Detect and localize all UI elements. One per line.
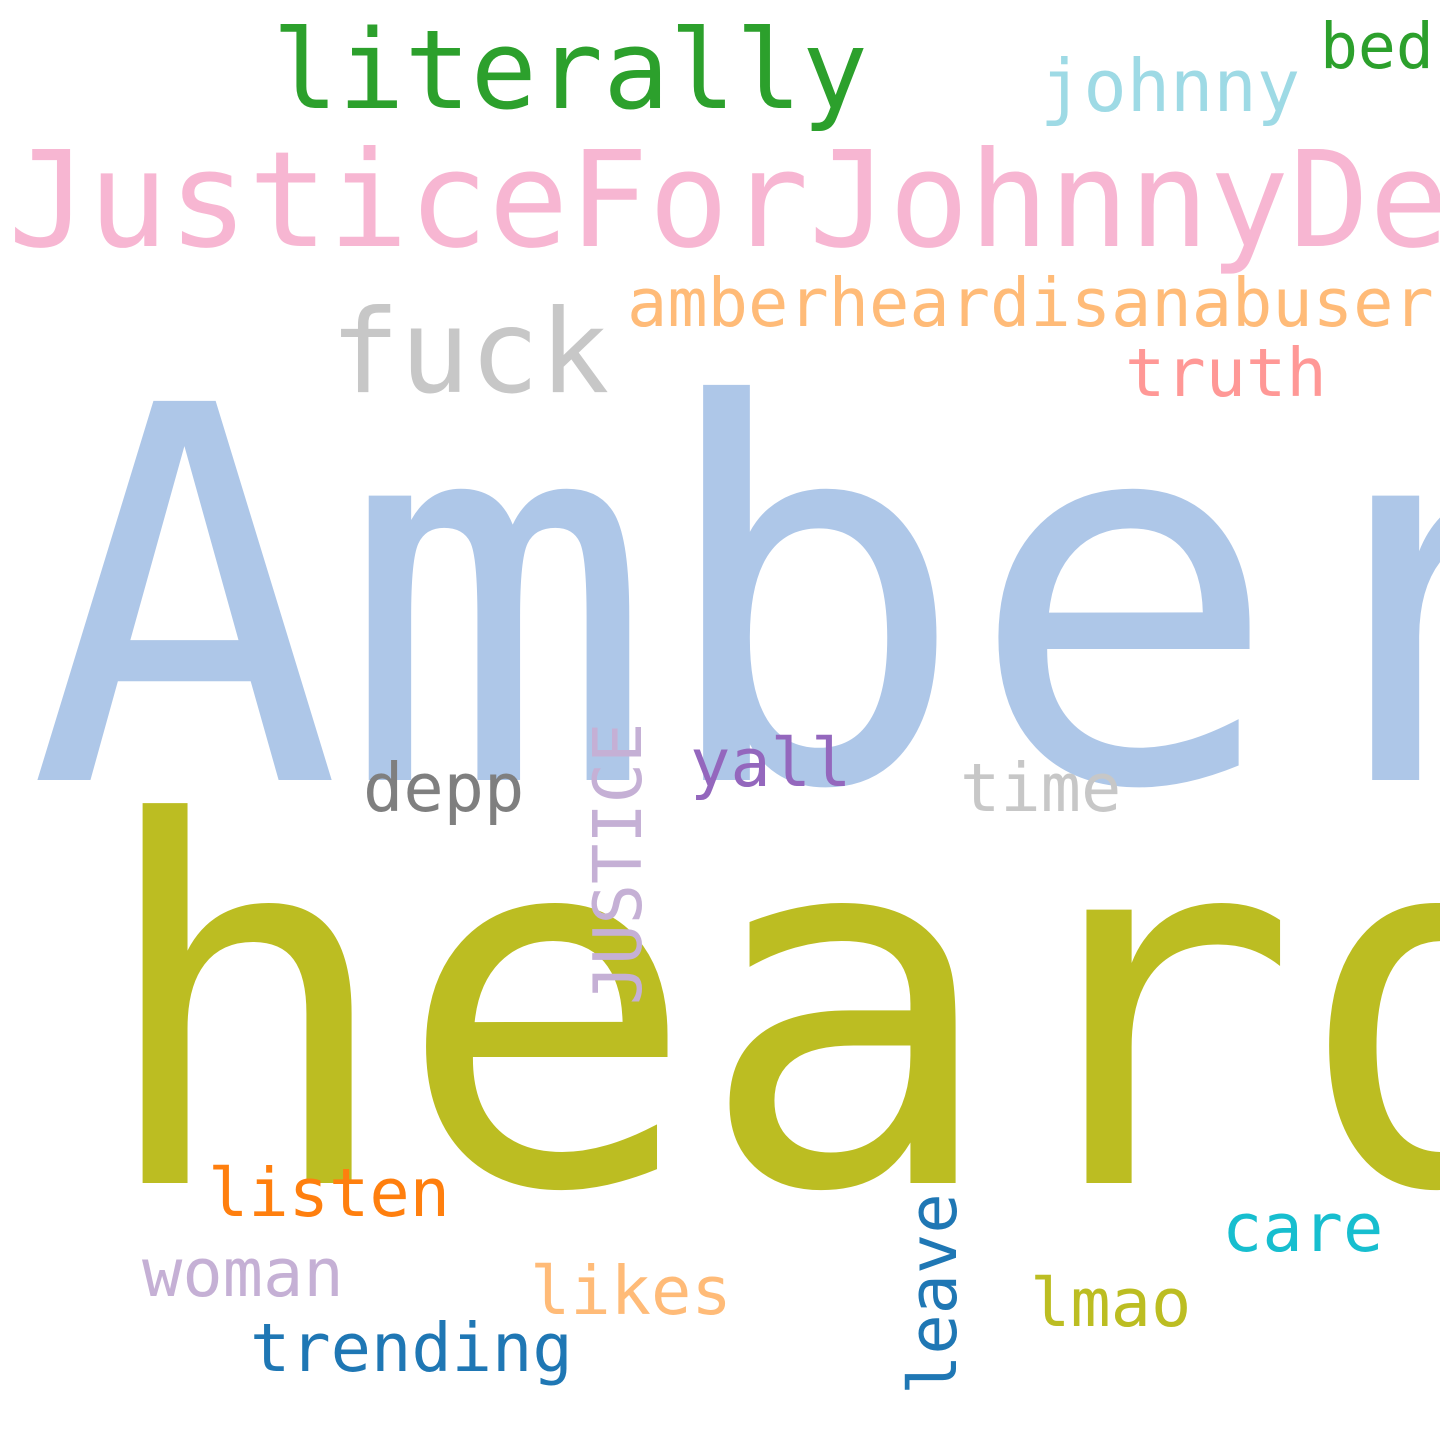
word-lmao: lmao [1030,1264,1192,1342]
word-justice: JUSTICE [579,722,657,1005]
word-amber: Amber [28,297,1440,903]
word-listen: listen [208,1154,451,1232]
word-care: care [1222,1189,1384,1267]
word-johnny: johnny [1040,44,1301,128]
word-heard: heard [95,719,1440,1301]
word-literally: literally [272,6,869,134]
word-woman: woman [142,1234,344,1312]
word-trending: trending [250,1309,573,1387]
word-leave: leave [894,1193,972,1395]
word-fuck: fuck [330,285,610,420]
word-depp: depp [363,749,525,827]
word-yall: yall [690,724,852,802]
word-justicefor-johnnydepp: JusticeForJohnnyDepp [8,124,1440,278]
word-amberheardisanabuser: amberheardisanabuser [627,264,1434,342]
word-time: time [960,749,1122,827]
word-truth: truth [1125,334,1327,412]
word-likes: likes [530,1252,732,1330]
word-bed: bed [1320,10,1434,83]
